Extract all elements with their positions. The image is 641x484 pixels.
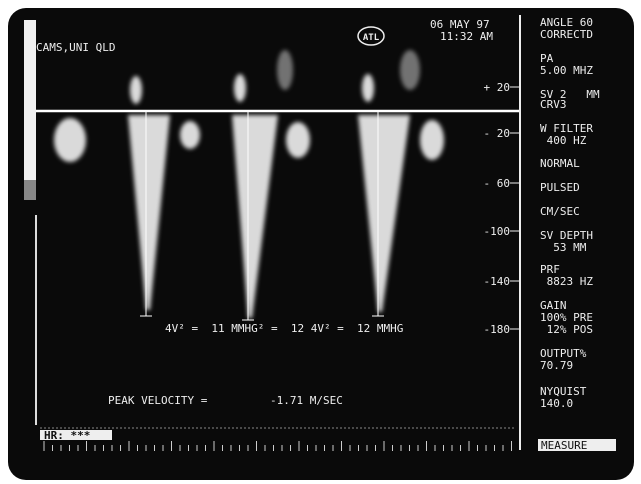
panel-label: CORRECTD	[540, 28, 593, 41]
hr: HR: ***	[44, 429, 90, 442]
panel-label: CRV3	[540, 98, 567, 111]
logo: ATL	[363, 33, 380, 43]
panel-label: 8823 HZ	[540, 275, 593, 288]
peak-label: PEAK VELOCITY =	[108, 394, 208, 407]
scale-label: - 60	[484, 177, 511, 190]
panel-label: 5.00 MHZ	[540, 64, 593, 77]
panel-label: NORMAL	[540, 157, 580, 170]
gray-step	[24, 180, 36, 200]
panel-label: 400 HZ	[540, 134, 587, 147]
screen: ATL 06 MAY 97 11:32 AM CAMS,UNI QLD 4V² …	[0, 0, 641, 484]
scale-label: + 20	[484, 81, 511, 94]
peak-value: -1.71 M/SEC	[270, 394, 343, 407]
scale-label: - 20	[484, 127, 511, 140]
measurement: 4V² = 11 MMHG² = 12 4V² = 12 MMHG	[165, 322, 403, 335]
scale-label: -140	[484, 275, 511, 288]
measure-label[interactable]: MEASURE	[541, 439, 587, 452]
gray-bar	[24, 20, 36, 200]
site: CAMS,UNI QLD	[36, 41, 115, 54]
panel-label: 140.0	[540, 397, 573, 410]
scale-label: -180	[484, 323, 511, 336]
panel-label: 12% POS	[540, 323, 593, 336]
panel-label: CM/SEC	[540, 205, 580, 218]
time: 11:32 AM	[440, 30, 493, 43]
panel-label: 70.79	[540, 359, 573, 372]
panel-label: PULSED	[540, 181, 580, 194]
scale-label: -100	[484, 225, 511, 238]
panel-label: 53 MM	[540, 241, 587, 254]
